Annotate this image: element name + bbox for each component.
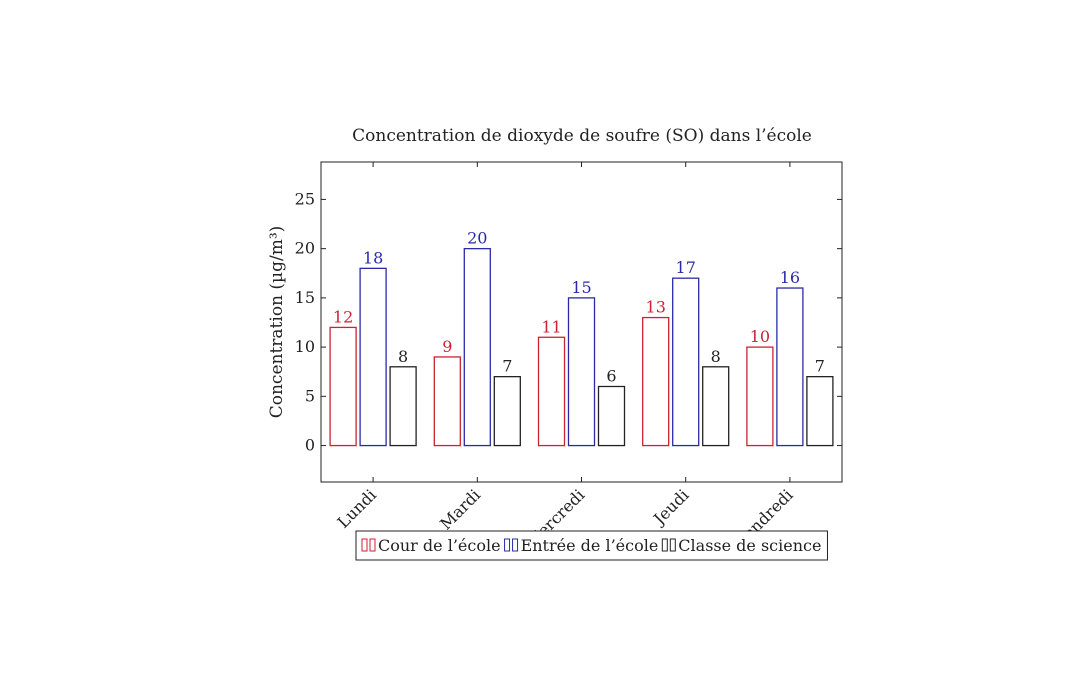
legend-swatch bbox=[504, 538, 511, 552]
bar-value-label: 7 bbox=[815, 357, 825, 376]
bar-value-label: 18 bbox=[363, 248, 383, 267]
bar bbox=[672, 277, 700, 447]
bar bbox=[493, 375, 521, 447]
bar bbox=[702, 366, 730, 447]
legend-entry: Cour de l’école bbox=[378, 536, 501, 555]
legend-swatch bbox=[369, 538, 376, 552]
bar bbox=[776, 287, 804, 447]
bar-value-label: 17 bbox=[676, 258, 696, 277]
chart-title: Concentration de dioxyde de soufre (SO) … bbox=[352, 126, 812, 146]
plot-frame bbox=[320, 161, 843, 483]
bar-value-label: 13 bbox=[646, 298, 666, 317]
legend-entry: Entrée de l’école bbox=[521, 536, 659, 555]
bar bbox=[597, 385, 626, 447]
bar-value-label: 16 bbox=[780, 268, 800, 287]
bar bbox=[806, 375, 834, 447]
x-tick-label: Mardi bbox=[436, 485, 484, 533]
x-tick-label: Jeudi bbox=[648, 485, 692, 529]
bar-value-label: 6 bbox=[606, 366, 616, 385]
bar-value-label: 10 bbox=[750, 327, 770, 346]
legend-swatch bbox=[361, 538, 368, 552]
bar-value-label: 15 bbox=[571, 278, 591, 297]
y-axis-label: Concentration (µg/m³) bbox=[267, 226, 287, 419]
legend-entry: Classe de science bbox=[678, 536, 821, 555]
y-tick-label: 10 bbox=[295, 337, 315, 356]
x-tick-label: Lundi bbox=[334, 485, 380, 531]
legend-box bbox=[355, 530, 828, 561]
bar-value-label: 11 bbox=[541, 317, 561, 336]
bar-value-label: 8 bbox=[398, 347, 408, 366]
bar-value-label: 20 bbox=[467, 229, 487, 248]
bar-value-label: 8 bbox=[711, 347, 721, 366]
legend-swatch bbox=[512, 538, 519, 552]
y-axis: 0 5 10 15 20 25 bbox=[295, 189, 842, 455]
y-tick-label: 15 bbox=[295, 288, 315, 307]
legend: Cour de l’école Entrée de l’école Classe d… bbox=[355, 530, 828, 561]
bar-value-label: 7 bbox=[502, 357, 512, 376]
legend-swatch bbox=[661, 538, 668, 552]
bar-value-label: 12 bbox=[333, 307, 353, 326]
y-tick-label: 25 bbox=[295, 189, 315, 208]
bar bbox=[359, 267, 387, 447]
bar bbox=[329, 326, 357, 447]
bar bbox=[463, 247, 491, 447]
bar bbox=[642, 316, 670, 447]
y-tick-label: 5 bbox=[305, 386, 315, 405]
bars bbox=[329, 247, 834, 447]
legend-swatch bbox=[669, 538, 676, 552]
bar bbox=[433, 356, 461, 447]
y-tick-label: 20 bbox=[295, 239, 315, 258]
bar-value-label: 9 bbox=[442, 337, 452, 356]
bar bbox=[567, 297, 596, 447]
y-tick-label: 0 bbox=[305, 436, 315, 455]
bar bbox=[537, 336, 566, 447]
bar bbox=[746, 346, 774, 447]
bar bbox=[389, 366, 417, 447]
data-labels: 12 18 8 9 20 7 11 15 6 13 17 8 10 16 7 bbox=[333, 229, 825, 386]
